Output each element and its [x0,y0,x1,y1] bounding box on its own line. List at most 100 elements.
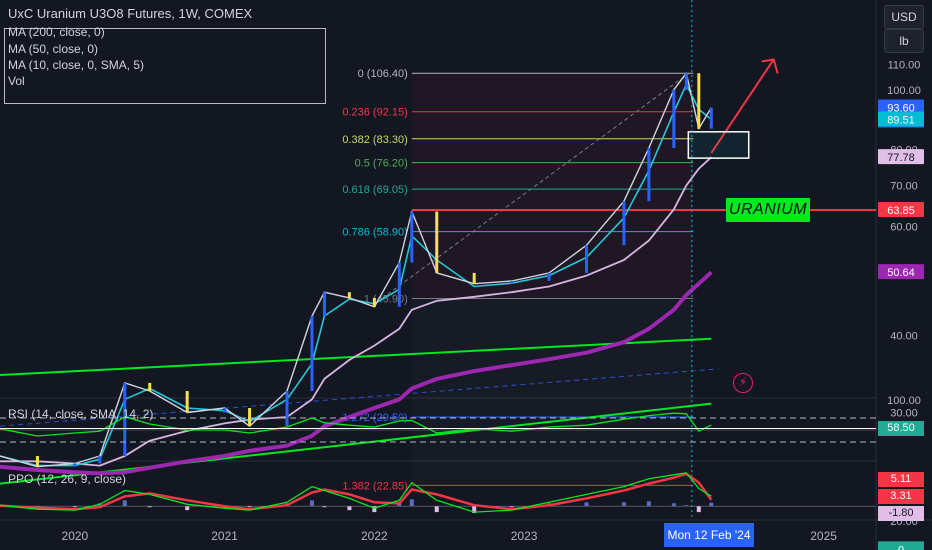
fib-zone-upper [411,73,694,299]
uranium-annotation[interactable]: URANIUM [726,198,810,222]
ppo-line [0,472,712,513]
fib-label-1: 0.236 (92.15) [342,107,407,119]
crosshair-date-label: Mon 12 Feb '24 [664,523,754,547]
price-candle [697,73,701,129]
price-candle [372,297,376,307]
fib-label-5: 0.786 (58.90) [342,227,407,239]
ppo-hist-bar [472,506,477,514]
ppo-value-label: 5.11 [878,472,924,487]
ppo-hist-bar [247,506,252,508]
series-2 [0,156,712,467]
price-tick-7: 30.00 [890,407,918,419]
rsi-tick-100: 100.00 [887,395,921,407]
price-candle [185,391,189,413]
fib-label-2: 0.382 (83.30) [342,134,407,146]
price-tag-2 [878,149,924,165]
price-candle [223,408,227,413]
ppo-hist-bar [684,505,689,507]
price-candle [547,272,551,281]
indicator-legend[interactable]: MA (200, close, 0) MA (50, close, 0) MA … [4,25,326,104]
price-candle [148,382,152,392]
price-tick-5: 60.00 [890,222,918,234]
lightning-icon[interactable]: ⚡ [733,373,753,393]
projection-arrow [710,58,775,154]
price-tick-6: 40.00 [890,330,918,342]
x-tick-3: 2023 [511,529,538,543]
ppo-hist-bar [584,502,589,507]
fib-label-0: 0 (106.40) [358,68,408,80]
ppo-hist-bar [372,506,377,513]
series-3 [0,270,713,476]
ppo-hist-bar [147,506,152,508]
ppo-hist-bar [72,506,77,508]
trendline-lower-channel [0,402,712,485]
ppo-hist-bar [409,499,414,507]
price-tag-5 [878,541,924,550]
rsi-label[interactable]: RSI (14, close, SMA, 14, 2) [8,407,154,421]
price-tag-text-2: 77.78 [887,152,915,164]
price-tag-text-3: 63.85 [887,205,915,217]
price-candle [285,391,289,427]
chart-title: UxC Uranium U3O8 Futures, 1W, COMEX [8,6,253,21]
price-candle [347,292,351,298]
ppo-hist-bar [671,503,676,507]
ppo-hist-bar [322,506,327,508]
price-tag-text-4: 50.64 [887,267,915,279]
price-tick-1: 100.00 [887,85,921,97]
price-tag-text-1: 89.51 [887,115,915,127]
currency-button[interactable]: USD [884,5,924,29]
x-tick-2: 2022 [361,529,388,543]
price-candle [322,292,326,316]
ppo-hist-bar [696,506,701,513]
fib-label-3: 0.5 (76.20) [355,158,408,170]
ppo-label[interactable]: PPO (12, 26, 9, close) [8,472,127,486]
price-tick-4: 70.00 [890,180,918,192]
target-zone-box [687,131,750,159]
price-candle [647,147,651,202]
price-candle [410,211,414,263]
fib-trend-line [381,72,690,299]
rsi-line [0,412,712,437]
price-candle [672,89,676,148]
price-candle [472,272,476,284]
price-candle [510,280,514,284]
trendline-mid-channel [0,368,719,427]
ppo-hist-bar [122,500,127,507]
x-tick-1: 2021 [211,529,238,543]
price-candle [248,408,252,427]
fib-label-8: 1.382 (22.85) [342,480,407,492]
ppo-hist-bar [309,500,314,507]
rsi-current-line [0,428,876,429]
x-tick-0: 2020 [62,529,89,543]
price-candle [584,245,588,273]
legend-ma200[interactable]: MA (200, close, 0) [8,25,105,39]
rsi-value-label: 58.50 [878,421,924,436]
price-candle [684,73,688,90]
price-candle [709,107,713,129]
ppo-hist-label: -1.80 [878,506,924,521]
price-candle [397,262,401,307]
price-candle [435,211,439,273]
price-candle [73,463,77,467]
price-candle [622,201,626,246]
ppo-hist-bar [509,506,514,508]
ppo-signal-label: 3.31 [878,489,924,504]
price-candle [123,382,127,457]
projection-arrow-head [761,58,779,74]
price-tag-3 [878,202,924,218]
price-candle [35,456,39,467]
ppo-hist-bar [646,501,651,507]
ppo-hist-bar [185,506,190,511]
legend-ma10[interactable]: MA (10, close, 0, SMA, 5) [8,58,145,72]
unit-button[interactable]: lb [884,29,924,53]
price-tag-4 [878,264,924,280]
legend-vol[interactable]: Vol [8,74,25,88]
price-candle [310,315,314,392]
ppo-hist-bar [709,502,714,507]
ppo-hist-bar [347,506,352,511]
fib-label-4: 0.618 (69.05) [342,184,407,196]
ppo-signal-line [0,472,713,511]
x-tick-4: 2025 [810,529,837,543]
legend-ma50[interactable]: MA (50, close, 0) [8,42,99,56]
